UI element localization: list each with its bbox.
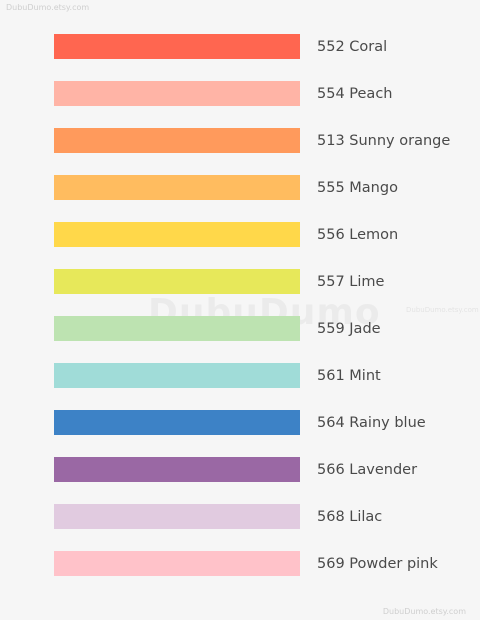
swatch-label: 556 Lemon [317, 227, 399, 243]
color-swatch [54, 316, 300, 341]
swatch-label: 557 Lime [317, 274, 385, 290]
color-swatch [54, 410, 300, 435]
swatch-list: 552 Coral 554 Peach 513 Sunny orange 555… [54, 34, 474, 598]
swatch-label: 559 Jade [317, 321, 381, 337]
watermark-top: DubuDumo.etsy.com [6, 3, 90, 12]
color-swatch [54, 551, 300, 576]
color-swatch [54, 128, 300, 153]
swatch-row-coral: 552 Coral [54, 34, 474, 59]
color-swatch [54, 34, 300, 59]
swatch-row-rainy-blue: 564 Rainy blue [54, 410, 474, 435]
swatch-label: 569 Powder pink [317, 556, 438, 572]
watermark-center-small: DubuDumo.etsy.com [406, 306, 479, 314]
swatch-label: 561 Mint [317, 368, 381, 384]
color-swatch [54, 457, 300, 482]
swatch-row-lavender: 566 Lavender [54, 457, 474, 482]
color-swatch [54, 504, 300, 529]
swatch-row-sunny-orange: 513 Sunny orange [54, 128, 474, 153]
swatch-row-powder-pink: 569 Powder pink [54, 551, 474, 576]
watermark-bottom: DubuDumo.etsy.com [382, 607, 466, 616]
swatch-label: 555 Mango [317, 180, 398, 196]
color-swatch [54, 175, 300, 200]
swatch-row-lilac: 568 Lilac [54, 504, 474, 529]
color-swatch [54, 222, 300, 247]
color-swatch [54, 269, 300, 294]
swatch-row-jade: 559 Jade [54, 316, 474, 341]
color-swatch [54, 363, 300, 388]
swatch-row-mint: 561 Mint [54, 363, 474, 388]
color-swatch [54, 81, 300, 106]
swatch-label: 568 Lilac [317, 509, 383, 525]
swatch-label: 552 Coral [317, 39, 388, 55]
swatch-label: 566 Lavender [317, 462, 418, 478]
swatch-row-mango: 555 Mango [54, 175, 474, 200]
swatch-label: 513 Sunny orange [317, 133, 451, 149]
swatch-row-peach: 554 Peach [54, 81, 474, 106]
swatch-label: 554 Peach [317, 86, 393, 102]
swatch-label: 564 Rainy blue [317, 415, 426, 431]
swatch-row-lime: 557 Lime [54, 269, 474, 294]
swatch-row-lemon: 556 Lemon [54, 222, 474, 247]
